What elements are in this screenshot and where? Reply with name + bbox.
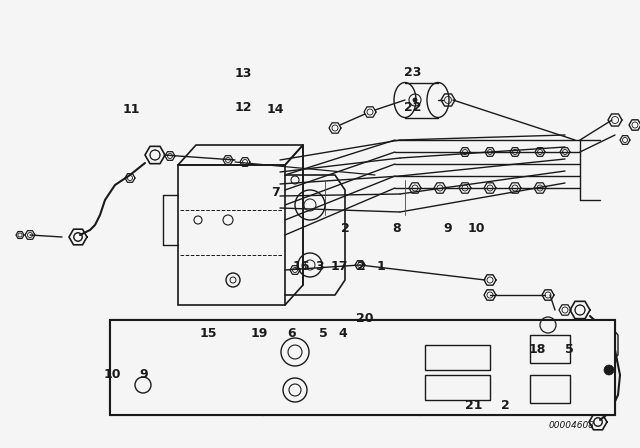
Bar — [110, 320, 615, 415]
Text: 9: 9 — [444, 222, 452, 235]
Text: 2: 2 — [357, 260, 366, 273]
Text: 19: 19 — [250, 327, 268, 340]
Text: 18: 18 — [529, 343, 547, 356]
Bar — [178, 165, 285, 305]
Text: 22: 22 — [404, 101, 422, 114]
Text: 14: 14 — [266, 103, 284, 116]
Text: 17: 17 — [330, 260, 348, 273]
Text: 5: 5 — [565, 343, 574, 356]
Text: 21: 21 — [465, 399, 483, 412]
Text: 3: 3 — [316, 260, 324, 273]
Text: 11: 11 — [122, 103, 140, 116]
Text: 1: 1 — [376, 260, 385, 273]
Text: 20: 20 — [356, 311, 374, 325]
Circle shape — [413, 98, 417, 102]
Bar — [530, 335, 570, 363]
Text: 12: 12 — [234, 101, 252, 114]
Text: 9: 9 — [140, 367, 148, 381]
Text: 2: 2 — [501, 399, 510, 412]
Text: 10: 10 — [103, 367, 121, 381]
Text: 23: 23 — [404, 66, 422, 79]
Text: 16: 16 — [292, 260, 310, 273]
Circle shape — [604, 365, 614, 375]
Text: 15: 15 — [199, 327, 217, 340]
Text: 5: 5 — [319, 327, 328, 340]
Text: 7: 7 — [271, 186, 280, 199]
Text: 2: 2 — [341, 222, 350, 235]
Bar — [425, 345, 490, 370]
Text: 00004608: 00004608 — [549, 421, 595, 430]
Text: 8: 8 — [392, 222, 401, 235]
Text: 10: 10 — [468, 222, 486, 235]
Bar — [530, 375, 570, 403]
Text: 4: 4 — [338, 327, 347, 340]
Text: 13: 13 — [234, 67, 252, 81]
Bar — [425, 375, 490, 400]
Text: 6: 6 — [287, 327, 296, 340]
